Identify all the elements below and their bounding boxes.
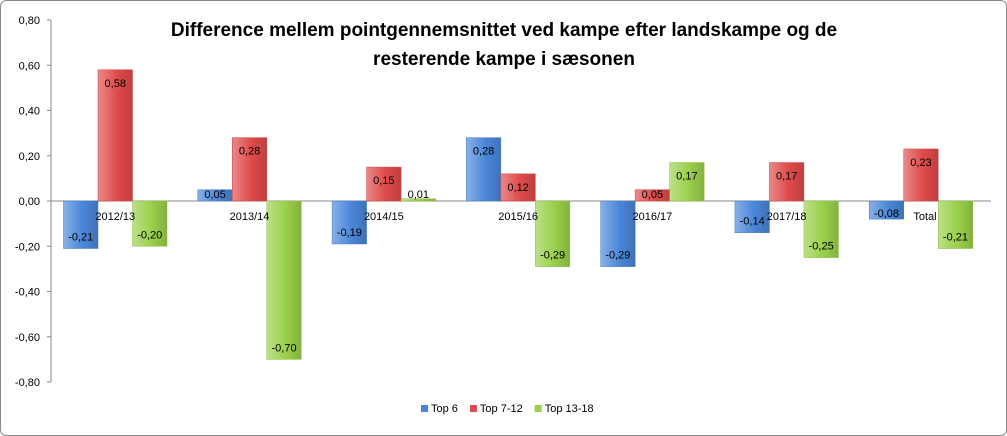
bar-top-6-6 <box>868 200 904 220</box>
y-tick-label: 0,80 <box>19 15 40 27</box>
bar-top-6-4 <box>600 200 636 267</box>
legend-swatch <box>421 405 428 412</box>
y-tick-label: -0,80 <box>15 377 40 389</box>
legend-swatch <box>469 405 477 412</box>
chart-title: Difference mellem pointgennemsnittet ved… <box>171 20 837 70</box>
category-label: 2014/15 <box>364 211 404 223</box>
bar-top-13-18-2 <box>400 198 436 202</box>
y-tick-label: -0,20 <box>15 241 40 253</box>
bar-top-6-2 <box>331 200 367 245</box>
bar-top-6-5 <box>734 200 770 233</box>
data-label: 0,01 <box>408 189 429 201</box>
y-tick-label: -0,40 <box>15 287 40 299</box>
data-label: 0,58 <box>105 78 126 90</box>
bar-top-13-18-3 <box>535 200 571 267</box>
legend-label: Top 6 <box>431 403 458 415</box>
bar-top-7-12-0 <box>97 69 133 202</box>
category-label: 2017/18 <box>767 211 807 223</box>
data-label: -0,21 <box>68 232 93 244</box>
bar-top-7-12-6 <box>903 148 939 202</box>
bar-top-7-12-2 <box>366 166 402 202</box>
y-tick-label: 0,00 <box>19 196 40 208</box>
data-labels: -0,21 0,58 -0,20 0,05 0,28 -0,70 -0,19 0,15 0,01… <box>68 78 968 355</box>
data-label: 0,15 <box>373 175 394 187</box>
bar-top-7-12-3 <box>500 173 536 202</box>
data-label: 0,12 <box>507 182 528 194</box>
y-tick-label: 0,40 <box>19 106 40 118</box>
bar-top-13-18-4 <box>669 162 705 202</box>
y-axis: 0,80 0,60 0,40 0,20 0,00 -0,20 -0,40 -0,60 -0,80 <box>15 15 991 389</box>
data-label: 0,28 <box>473 146 494 158</box>
bar-top-7-12-5 <box>769 162 805 202</box>
bar-top-6-3 <box>466 137 502 202</box>
bar-top-13-18-6 <box>937 200 973 249</box>
data-label: 0,05 <box>204 189 225 201</box>
bars <box>63 69 973 360</box>
category-label: Total <box>913 211 936 223</box>
data-label: -0,14 <box>740 216 765 228</box>
bar-top-13-18-5 <box>803 200 839 258</box>
data-label: -0,25 <box>809 241 834 253</box>
chart-title-line-1: Difference mellem pointgennemsnittet ved… <box>171 20 837 41</box>
bar-top-6-0 <box>63 200 99 249</box>
chart-title-line-2: resterende kampe i sæsonen <box>373 49 635 70</box>
legend: Top 6 Top 7-12 Top 13-18 <box>421 403 594 415</box>
category-label: 2012/13 <box>95 211 135 223</box>
y-tick-label: 0,60 <box>19 60 40 72</box>
data-label: -0,70 <box>271 342 296 354</box>
data-label: 0,28 <box>239 146 260 158</box>
data-label: 0,23 <box>910 157 931 169</box>
data-label: -0,20 <box>137 229 162 241</box>
bar-top-13-18-0 <box>132 200 168 247</box>
y-tick-label: 0,20 <box>19 151 40 163</box>
category-label: 2013/14 <box>230 211 270 223</box>
category-label: 2015/16 <box>498 211 538 223</box>
data-label: -0,08 <box>874 208 899 220</box>
data-label: -0,29 <box>540 250 565 262</box>
y-tick-label: -0,60 <box>15 332 40 344</box>
data-label: -0,19 <box>337 227 362 239</box>
legend-label: Top 7-12 <box>480 403 523 415</box>
bar-top-13-18-1 <box>266 200 302 360</box>
legend-label: Top 13-18 <box>545 403 594 415</box>
data-label: -0,21 <box>943 232 968 244</box>
category-labels: 2012/13 2013/14 2014/15 2015/16 2016/17 2017/… <box>95 211 936 223</box>
data-label: -0,29 <box>605 250 630 262</box>
category-label: 2016/17 <box>633 211 673 223</box>
data-label: 0,05 <box>642 189 663 201</box>
legend-swatch <box>534 405 542 412</box>
bar-top-7-12-1 <box>232 137 268 202</box>
data-label: 0,17 <box>676 171 697 183</box>
data-label: 0,17 <box>776 171 797 183</box>
